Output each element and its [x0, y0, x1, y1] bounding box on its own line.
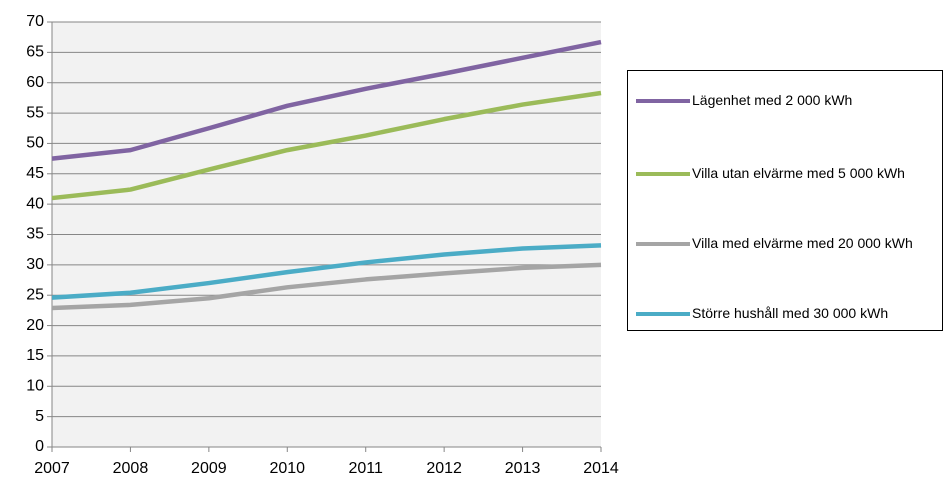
legend-label: Större hushåll med 30 000 kWh: [692, 305, 889, 321]
series-line: [51, 243, 602, 300]
legend-swatch: [636, 312, 690, 316]
y-tick-label: 5: [35, 408, 44, 425]
legend-swatch: [636, 172, 690, 176]
series-line: [51, 90, 602, 201]
legend-label: Villa med elvärme med 20 000 kWh: [692, 235, 913, 251]
legend-entry: Villa utan elvärme med 5 000 kWh: [636, 164, 914, 183]
y-tick-label: 50: [26, 135, 44, 152]
x-tick-label: 2009: [191, 460, 227, 477]
series-line: [51, 39, 602, 161]
y-tick-label: 35: [26, 226, 44, 243]
y-tick-label: 70: [26, 13, 44, 30]
legend-entry: Villa med elvärme med 20 000 kWh: [636, 234, 914, 253]
x-tick-label: 2011: [349, 460, 384, 477]
legend: Lägenhet med 2 000 kWh Villa utan elvärme…: [627, 70, 943, 331]
legend-label: Lägenhet med 2 000 kWh: [692, 92, 853, 108]
legend-entry: Större hushåll med 30 000 kWh: [636, 304, 888, 323]
y-tick-label: 25: [26, 286, 44, 303]
legend-swatch: [636, 99, 690, 103]
legend-swatch: [636, 242, 690, 246]
x-tick-label: 2012: [426, 460, 462, 477]
y-tick-label: 55: [26, 104, 44, 121]
y-tick-label: 45: [26, 165, 44, 182]
y-tick-label: 30: [26, 256, 44, 273]
x-tick-label: 2007: [34, 460, 70, 477]
y-tick-label: 60: [26, 74, 44, 91]
x-tick-label: 2013: [505, 460, 541, 477]
y-tick-label: 15: [26, 347, 44, 364]
y-tick-label: 0: [35, 438, 44, 455]
legend-label: Villa utan elvärme med 5 000 kWh: [692, 165, 905, 181]
series-line: [51, 262, 602, 311]
y-tick-label: 65: [26, 44, 44, 61]
y-tick-label: 20: [26, 317, 44, 334]
x-tick-label: 2008: [113, 460, 149, 477]
x-tick-label: 2010: [269, 460, 305, 477]
legend-entry: Lägenhet med 2 000 kWh: [636, 91, 914, 110]
y-tick-label: 40: [26, 195, 44, 212]
x-tick-label: 2014: [583, 460, 619, 477]
y-tick-label: 10: [26, 378, 44, 395]
